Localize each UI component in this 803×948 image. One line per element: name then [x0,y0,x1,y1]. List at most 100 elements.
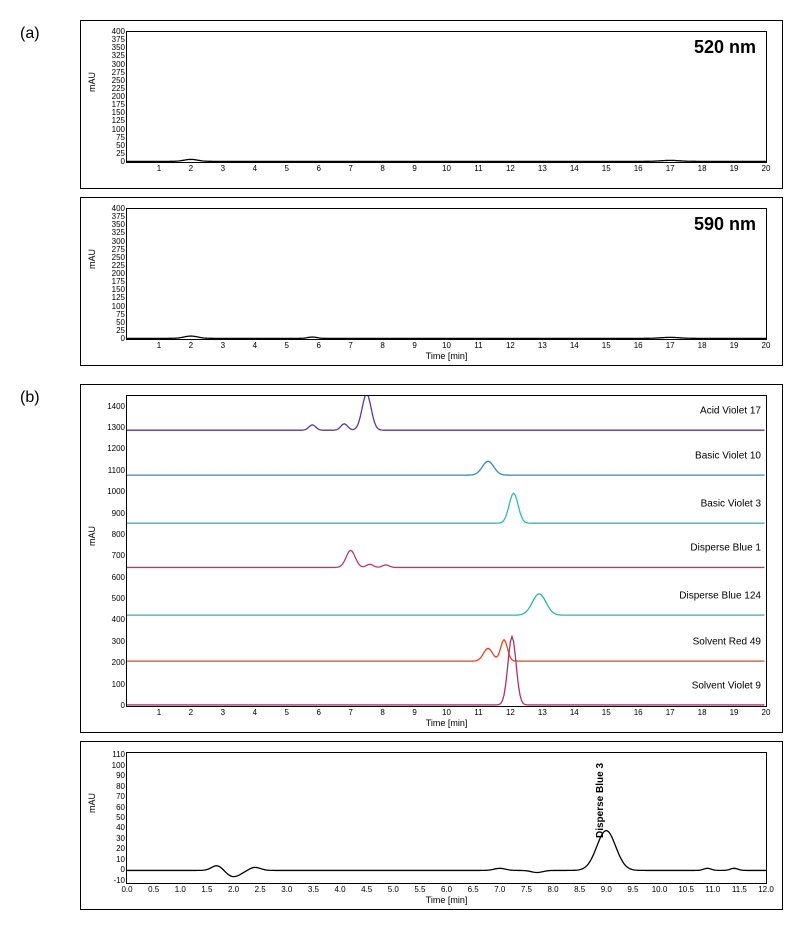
y-tick: 125 [112,294,127,302]
panel-a: (a) mAU520 nm025507510012515017520022525… [20,20,783,374]
trace-line [127,396,764,430]
chromatogram-chart: mAUTime [min]010020030040050060070080090… [80,384,783,733]
wavelength-label: 590 nm [694,214,756,235]
x-tick: 1 [157,706,161,717]
x-axis-label: Time [min] [426,351,468,361]
y-tick: 30 [116,835,127,843]
x-tick: 1.0 [175,883,186,894]
y-tick: 50 [116,814,127,822]
y-tick: 75 [116,134,127,142]
x-tick: 20 [762,162,771,173]
y-axis-label: mAU [87,249,97,269]
x-tick: 17 [666,339,675,350]
y-tick: 100 [112,681,127,689]
y-tick: 100 [112,762,127,770]
x-tick: 3 [221,339,225,350]
panel-b-letter: (b) [20,384,80,407]
x-tick: 14 [570,339,579,350]
x-tick: 6.5 [468,883,479,894]
x-tick: 15 [602,162,611,173]
x-tick: 2.0 [228,883,239,894]
chromatogram-chart: mAUTime [min]590 nm025507510012515017520… [80,197,783,366]
y-tick: 350 [112,221,127,229]
x-tick: 16 [634,706,643,717]
trace-line [127,336,766,338]
panel-b: (b) mAUTime [min]01002003004005006007008… [20,384,783,918]
x-tick: 8.5 [574,883,585,894]
y-tick: 125 [112,117,127,125]
y-tick: 100 [112,126,127,134]
chromatogram-chart: mAU520 nm0255075100125150175200225250275… [80,20,783,189]
trace-label: Solvent Red 49 [693,637,761,648]
y-tick: 225 [112,85,127,93]
x-tick: 12 [506,706,515,717]
y-tick: 225 [112,262,127,270]
y-tick: 400 [112,28,127,36]
x-tick: 4 [253,162,257,173]
y-tick: 200 [112,93,127,101]
x-tick: 0.0 [121,883,132,894]
y-tick: 300 [112,238,127,246]
y-tick: 60 [116,804,127,812]
x-axis-label: Time [min] [426,895,468,905]
trace-label: Disperse Blue 1 [690,543,761,554]
y-axis-label: mAU [87,793,97,813]
y-tick: 175 [112,278,127,286]
x-tick: 17 [666,162,675,173]
y-tick: 200 [112,659,127,667]
x-tick: 10 [442,339,451,350]
trace-line [127,640,764,661]
trace-label: Basic Violet 3 [701,499,761,510]
x-tick: 7.5 [521,883,532,894]
x-tick: 17 [666,706,675,717]
x-tick: 11 [474,339,482,350]
y-tick: 0 [121,158,127,166]
x-tick: 8 [380,162,384,173]
y-tick: 80 [116,783,127,791]
y-tick: 325 [112,229,127,237]
y-tick: 175 [112,101,127,109]
x-tick: 16 [634,162,643,173]
y-tick: 1100 [108,467,127,475]
wavelength-label: 520 nm [694,37,756,58]
y-tick: 250 [112,254,127,262]
y-tick: 300 [112,61,127,69]
x-tick: 12 [506,339,515,350]
x-tick: 5.0 [388,883,399,894]
y-tick: 1300 [107,424,127,432]
y-tick: 150 [112,286,127,294]
y-tick: 375 [112,213,127,221]
x-tick: 1 [157,162,161,173]
x-tick: 8.0 [547,883,558,894]
trace-label: Acid Violet 17 [700,406,761,417]
y-tick: 10 [116,856,127,864]
x-tick: 9 [412,706,416,717]
trace-line [127,493,764,523]
x-tick: 14 [570,162,579,173]
x-tick: 19 [730,706,739,717]
y-tick: 400 [112,205,127,213]
x-tick: 6 [316,339,320,350]
x-tick: 2 [189,339,193,350]
x-tick: 6 [316,706,320,717]
x-tick: 9.5 [627,883,638,894]
x-tick: 6 [316,162,320,173]
y-tick: 200 [112,270,127,278]
y-axis-label: mAU [87,526,97,546]
x-tick: 6.0 [441,883,452,894]
x-tick: 8 [380,339,384,350]
y-tick: 110 [112,751,127,759]
x-tick: 7 [348,162,352,173]
y-tick: 350 [112,44,127,52]
x-tick: 13 [538,162,547,173]
x-tick: 7 [348,706,352,717]
x-tick: 2.5 [255,883,266,894]
x-tick: 4.5 [361,883,372,894]
x-tick: 5 [285,162,289,173]
y-tick: 700 [112,552,127,560]
panel-a-letter: (a) [20,20,80,43]
y-tick: 75 [116,311,127,319]
y-tick: 150 [112,109,127,117]
y-tick: 400 [112,616,127,624]
x-tick: 8 [380,706,384,717]
